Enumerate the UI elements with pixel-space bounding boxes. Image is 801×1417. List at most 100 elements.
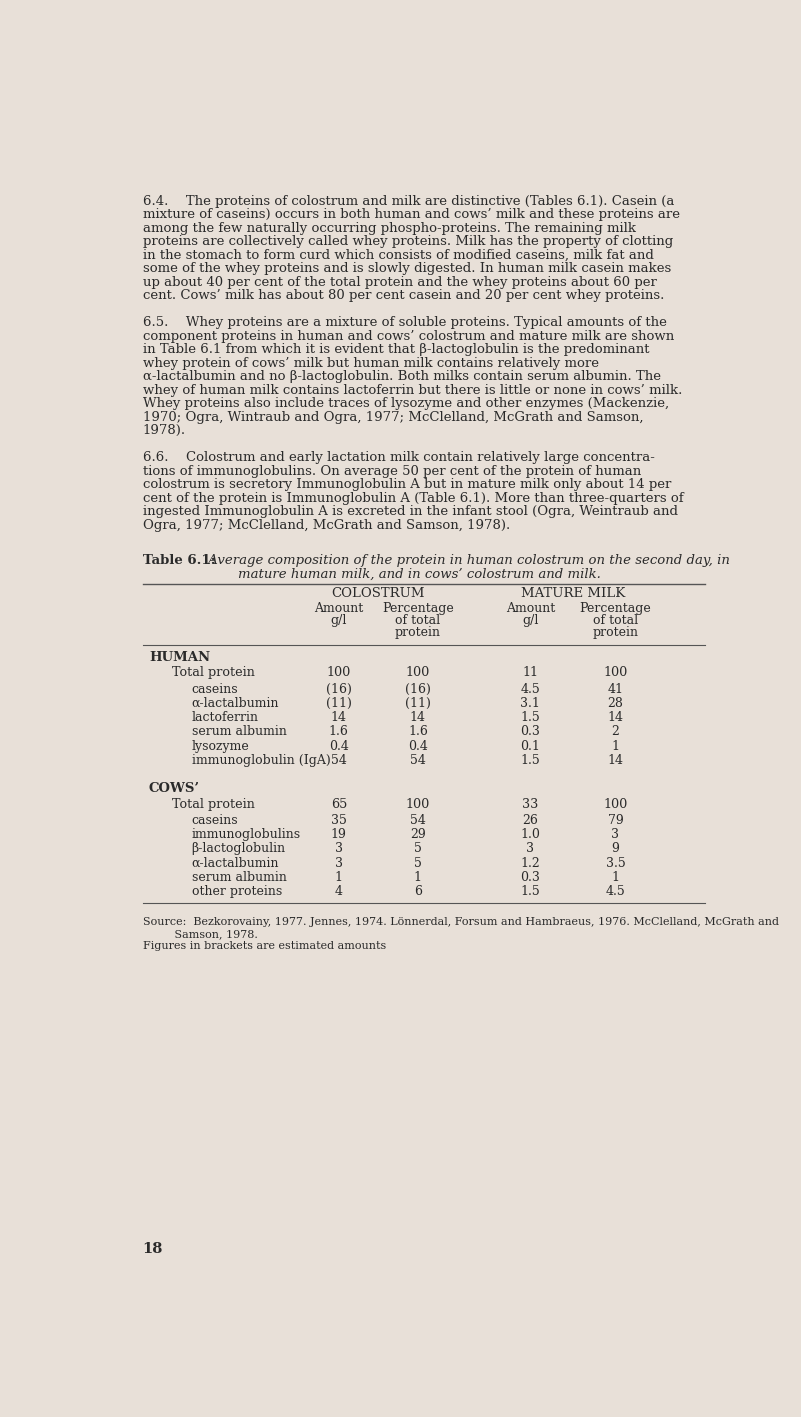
Text: of total: of total (396, 614, 441, 626)
Text: 1: 1 (611, 740, 619, 752)
Text: g/l: g/l (331, 614, 347, 626)
Text: up about 40 per cent of the total protein and the whey proteins about 60 per: up about 40 per cent of the total protei… (143, 275, 657, 289)
Text: protein: protein (395, 626, 441, 639)
Text: 0.4: 0.4 (408, 740, 428, 752)
Text: 1.5: 1.5 (521, 711, 540, 724)
Text: component proteins in human and cows’ colostrum and mature milk are shown: component proteins in human and cows’ co… (143, 330, 674, 343)
Text: 6: 6 (414, 886, 422, 898)
Text: (16): (16) (326, 683, 352, 696)
Text: 4.5: 4.5 (521, 683, 540, 696)
Text: (11): (11) (405, 697, 431, 710)
Text: 54: 54 (410, 813, 426, 828)
Text: 14: 14 (607, 711, 623, 724)
Text: 2: 2 (611, 726, 619, 738)
Text: 1.5: 1.5 (521, 886, 540, 898)
Text: HUMAN: HUMAN (149, 650, 210, 663)
Text: of total: of total (593, 614, 638, 626)
Text: 3: 3 (526, 843, 534, 856)
Text: 1970; Ogra, Wintraub and Ogra, 1977; McClelland, McGrath and Samson,: 1970; Ogra, Wintraub and Ogra, 1977; McC… (143, 411, 643, 424)
Text: 0.4: 0.4 (329, 740, 348, 752)
Text: 4.5: 4.5 (606, 886, 626, 898)
Text: other proteins: other proteins (191, 886, 282, 898)
Text: Ogra, 1977; McClelland, McGrath and Samson, 1978).: Ogra, 1977; McClelland, McGrath and Sams… (143, 519, 510, 531)
Text: MATURE MILK: MATURE MILK (521, 588, 625, 601)
Text: cent. Cows’ milk has about 80 per cent casein and 20 per cent whey proteins.: cent. Cows’ milk has about 80 per cent c… (143, 289, 664, 302)
Text: 1: 1 (335, 871, 343, 884)
Text: Percentage: Percentage (382, 602, 453, 615)
Text: tions of immunoglobulins. On average 50 per cent of the protein of human: tions of immunoglobulins. On average 50 … (143, 465, 641, 478)
Text: Amount: Amount (505, 602, 555, 615)
Text: β-lactoglobulin: β-lactoglobulin (191, 843, 286, 856)
Text: 0.1: 0.1 (521, 740, 540, 752)
Text: 9: 9 (611, 843, 619, 856)
Text: caseins: caseins (191, 813, 238, 828)
Text: in Table 6.1 from which it is evident that β-lactoglobulin is the predominant: in Table 6.1 from which it is evident th… (143, 343, 650, 356)
Text: 54: 54 (410, 754, 426, 767)
Text: immunoglobulins: immunoglobulins (191, 828, 300, 842)
Text: 18: 18 (143, 1241, 163, 1255)
Text: 28: 28 (608, 697, 623, 710)
Text: COWS’: COWS’ (149, 782, 200, 795)
Text: Average composition of the protein in human colostrum on the second day, in: Average composition of the protein in hu… (204, 554, 730, 567)
Text: 79: 79 (608, 813, 623, 828)
Text: colostrum is secretory Immunoglobulin A but in mature milk only about 14 per: colostrum is secretory Immunoglobulin A … (143, 479, 671, 492)
Text: 100: 100 (406, 798, 430, 811)
Text: 14: 14 (410, 711, 426, 724)
Text: 19: 19 (331, 828, 347, 842)
Text: α-lactalbumin: α-lactalbumin (191, 857, 279, 870)
Text: in the stomach to form curd which consists of modified caseins, milk fat and: in the stomach to form curd which consis… (143, 248, 654, 262)
Text: 11: 11 (522, 666, 538, 679)
Text: 1.5: 1.5 (521, 754, 540, 767)
Text: Total protein: Total protein (172, 666, 255, 679)
Text: 1.6: 1.6 (408, 726, 428, 738)
Text: 3: 3 (611, 828, 619, 842)
Text: protein: protein (593, 626, 638, 639)
Text: caseins: caseins (191, 683, 238, 696)
Text: ingested Immunoglobulin A is excreted in the infant stool (Ogra, Weintraub and: ingested Immunoglobulin A is excreted in… (143, 506, 678, 519)
Text: (16): (16) (405, 683, 431, 696)
Text: α-lactalbumin: α-lactalbumin (191, 697, 279, 710)
Text: Amount: Amount (314, 602, 364, 615)
Text: Source:  Bezkorovainy, 1977. Jennes, 1974. Lönnerdal, Forsum and Hambraeus, 1976: Source: Bezkorovainy, 1977. Jennes, 1974… (143, 917, 779, 927)
Text: Whey proteins also include traces of lysozyme and other enzymes (Mackenzie,: Whey proteins also include traces of lys… (143, 397, 669, 410)
Text: Figures in brackets are estimated amounts: Figures in brackets are estimated amount… (143, 941, 386, 951)
Text: 3.5: 3.5 (606, 857, 626, 870)
Text: 100: 100 (603, 666, 628, 679)
Text: lysozyme: lysozyme (191, 740, 249, 752)
Text: 1.6: 1.6 (329, 726, 348, 738)
Text: 0.3: 0.3 (521, 871, 540, 884)
Text: mature human milk, and in cows’ colostrum and milk.: mature human milk, and in cows’ colostru… (204, 567, 601, 581)
Text: some of the whey proteins and is slowly digested. In human milk casein makes: some of the whey proteins and is slowly … (143, 262, 671, 275)
Text: Samson, 1978.: Samson, 1978. (143, 930, 258, 939)
Text: 1.0: 1.0 (521, 828, 540, 842)
Text: 33: 33 (522, 798, 538, 811)
Text: 100: 100 (406, 666, 430, 679)
Text: 29: 29 (410, 828, 426, 842)
Text: 35: 35 (331, 813, 347, 828)
Text: serum albumin: serum albumin (191, 871, 287, 884)
Text: 54: 54 (331, 754, 347, 767)
Text: 0.3: 0.3 (521, 726, 540, 738)
Text: Total protein: Total protein (172, 798, 255, 811)
Text: 1978).: 1978). (143, 424, 186, 436)
Text: Percentage: Percentage (580, 602, 651, 615)
Text: 3: 3 (335, 857, 343, 870)
Text: whey of human milk contains lactoferrin but there is little or none in cows’ mil: whey of human milk contains lactoferrin … (143, 384, 682, 397)
Text: COLOSTRUM: COLOSTRUM (332, 588, 425, 601)
Text: among the few naturally occurring phospho-proteins. The remaining milk: among the few naturally occurring phosph… (143, 221, 636, 235)
Text: 6.4.  The proteins of colostrum and milk are distinctive (Tables 6.1). Casein (a: 6.4. The proteins of colostrum and milk … (143, 194, 674, 208)
Text: 1: 1 (414, 871, 422, 884)
Text: 100: 100 (603, 798, 628, 811)
Text: 26: 26 (522, 813, 538, 828)
Text: 5: 5 (414, 843, 422, 856)
Text: serum albumin: serum albumin (191, 726, 287, 738)
Text: Table 6.1:: Table 6.1: (143, 554, 215, 567)
Text: 41: 41 (607, 683, 623, 696)
Text: 100: 100 (327, 666, 351, 679)
Text: 6.6.  Colostrum and early lactation milk contain relatively large concentra-: 6.6. Colostrum and early lactation milk … (143, 452, 654, 465)
Text: mixture of caseins) occurs in both human and cows’ milk and these proteins are: mixture of caseins) occurs in both human… (143, 208, 680, 221)
Text: 5: 5 (414, 857, 422, 870)
Text: 1: 1 (611, 871, 619, 884)
Text: cent of the protein is Immunoglobulin A (Table 6.1). More than three-quarters of: cent of the protein is Immunoglobulin A … (143, 492, 683, 504)
Text: 1.2: 1.2 (521, 857, 540, 870)
